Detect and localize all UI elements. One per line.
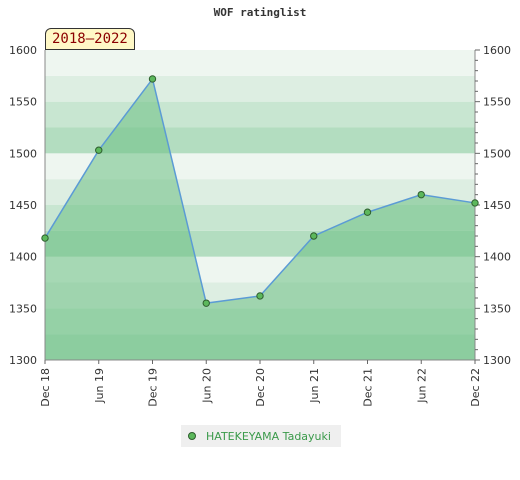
x-tick-label: Jun 22 bbox=[415, 368, 428, 404]
x-tick-label: Jun 21 bbox=[308, 368, 321, 404]
legend[interactable]: HATEKEYAMA Tadayuki bbox=[181, 425, 341, 447]
y-tick-label-left: 1500 bbox=[9, 147, 37, 160]
y-axis-right-labels: 1300 1350 1400 1450 1500 1550 1600 bbox=[483, 44, 511, 367]
y-tick-label-left: 1450 bbox=[9, 199, 37, 212]
data-point[interactable] bbox=[363, 208, 372, 216]
x-tick-label: Dec 22 bbox=[469, 368, 482, 407]
grid-band bbox=[45, 75, 475, 102]
grid-band bbox=[45, 50, 475, 76]
chart-title: WOF ratinglist bbox=[213, 6, 307, 19]
x-tick-label: Dec 21 bbox=[362, 368, 375, 407]
y-tick-label-right: 1350 bbox=[483, 302, 511, 315]
period-badge: 2018–2022 bbox=[45, 28, 135, 50]
y-tick-label-right: 1600 bbox=[483, 44, 511, 57]
data-point[interactable] bbox=[202, 299, 210, 307]
series-area bbox=[45, 78, 475, 360]
y-axis-left-labels: 1300 1350 1400 1450 1500 1550 1600 bbox=[9, 44, 37, 367]
data-point[interactable] bbox=[41, 234, 49, 242]
y-tick-label-right: 1300 bbox=[483, 354, 511, 367]
data-point[interactable] bbox=[95, 146, 103, 154]
x-tick-label: Dec 18 bbox=[39, 368, 52, 407]
data-point[interactable] bbox=[417, 190, 425, 199]
grid-band bbox=[45, 101, 475, 128]
y-tick-label-right: 1400 bbox=[483, 251, 511, 264]
x-tick-label: Jun 20 bbox=[200, 368, 213, 404]
y-tick-label-left: 1600 bbox=[9, 44, 37, 57]
data-points bbox=[41, 75, 479, 307]
y-tick-label-right: 1450 bbox=[483, 199, 511, 212]
data-point[interactable] bbox=[310, 232, 318, 240]
y-tick-label-left: 1350 bbox=[9, 302, 37, 315]
legend-label: HATEKEYAMA Tadayuki bbox=[206, 429, 331, 443]
legend-marker-icon bbox=[188, 432, 196, 440]
data-point[interactable] bbox=[148, 75, 157, 83]
y-tick-label-right: 1500 bbox=[483, 147, 511, 160]
y-tick-label-left: 1400 bbox=[9, 251, 37, 264]
x-tick-label: Jun 19 bbox=[93, 368, 106, 404]
x-tick-label: Dec 19 bbox=[147, 368, 160, 407]
y-tick-label-left: 1300 bbox=[9, 354, 37, 367]
area-fill bbox=[45, 78, 475, 360]
data-point[interactable] bbox=[471, 199, 479, 207]
data-point[interactable] bbox=[256, 292, 264, 300]
x-tick-label: Dec 20 bbox=[254, 368, 267, 407]
x-axis-labels: Dec 18 Jun 19 Dec 19 Jun 20 Dec 20 Jun 21 Dec … bbox=[39, 368, 482, 407]
y-tick-label-left: 1550 bbox=[9, 96, 37, 109]
y-tick-label-right: 1550 bbox=[483, 96, 511, 109]
